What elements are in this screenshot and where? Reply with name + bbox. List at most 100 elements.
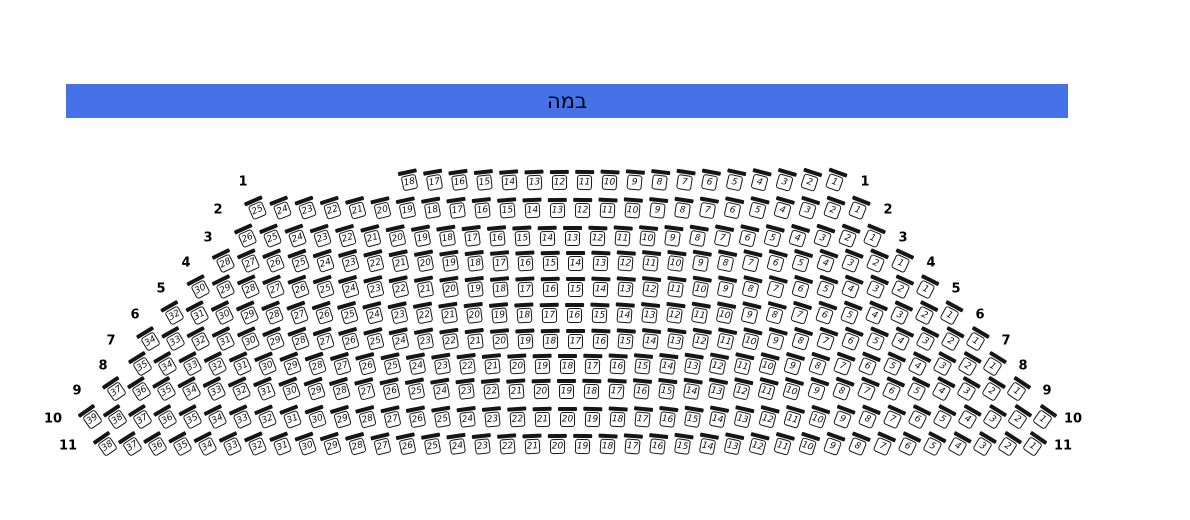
seat-row6-2[interactable]: 2 <box>914 299 939 326</box>
seat-row8-13[interactable]: 13 <box>683 352 704 376</box>
seat-row11-36[interactable]: 36 <box>142 430 168 457</box>
seat-row5-22[interactable]: 22 <box>388 274 410 299</box>
seat-row4-8[interactable]: 8 <box>716 248 738 273</box>
seat-row7-22[interactable]: 22 <box>439 327 460 351</box>
seat-row7-17[interactable]: 17 <box>566 328 586 350</box>
seat-row8-35[interactable]: 35 <box>127 350 153 377</box>
seat-row11-20[interactable]: 20 <box>547 433 567 455</box>
seat-row10-28[interactable]: 28 <box>354 404 377 429</box>
seat-row9-17[interactable]: 17 <box>607 377 627 400</box>
seat-row10-6[interactable]: 6 <box>907 403 932 430</box>
seat-row10-2[interactable]: 2 <box>1007 403 1033 430</box>
seat-row11-16[interactable]: 16 <box>649 432 669 455</box>
seat-row11-2[interactable]: 2 <box>997 430 1023 457</box>
seat-row4-23[interactable]: 23 <box>337 248 360 273</box>
seat-row11-23[interactable]: 23 <box>471 432 491 455</box>
seat-row11-29[interactable]: 29 <box>319 431 342 456</box>
seat-row7-14[interactable]: 14 <box>642 327 662 350</box>
seat-row7-18[interactable]: 18 <box>540 328 560 350</box>
seat-row3-12[interactable]: 12 <box>588 225 608 247</box>
seat-row11-22[interactable]: 22 <box>496 432 517 455</box>
seat-row9-27[interactable]: 27 <box>353 376 376 401</box>
seat-row11-9[interactable]: 9 <box>822 431 846 457</box>
seat-row1-9[interactable]: 9 <box>625 168 646 191</box>
seat-row2-15[interactable]: 15 <box>496 196 517 219</box>
seat-row9-12[interactable]: 12 <box>732 376 754 401</box>
seat-row11-15[interactable]: 15 <box>673 432 694 456</box>
seat-row7-31[interactable]: 31 <box>211 325 236 352</box>
seat-row3-25[interactable]: 25 <box>258 222 283 249</box>
seat-row4-4[interactable]: 4 <box>815 248 839 274</box>
seat-row3-8[interactable]: 8 <box>688 224 710 248</box>
seat-row9-20[interactable]: 20 <box>531 378 551 400</box>
seat-row2-5[interactable]: 5 <box>748 195 770 220</box>
seat-row9-1[interactable]: 1 <box>1006 375 1032 402</box>
seat-row7-12[interactable]: 12 <box>691 327 713 351</box>
seat-row10-17[interactable]: 17 <box>633 405 654 428</box>
seat-row4-18[interactable]: 18 <box>464 249 484 272</box>
seat-row2-16[interactable]: 16 <box>471 196 491 219</box>
seat-row2-11[interactable]: 11 <box>598 197 618 219</box>
seat-row8-4[interactable]: 4 <box>907 350 932 377</box>
seat-row10-23[interactable]: 23 <box>481 405 502 428</box>
seat-row1-3[interactable]: 3 <box>775 167 798 192</box>
seat-row5-18[interactable]: 18 <box>489 275 510 298</box>
seat-row4-26[interactable]: 26 <box>261 247 286 274</box>
seat-row10-11[interactable]: 11 <box>783 404 806 429</box>
seat-row6-27[interactable]: 27 <box>286 300 310 326</box>
seat-row11-28[interactable]: 28 <box>344 431 367 456</box>
seat-row4-19[interactable]: 19 <box>439 249 460 273</box>
seat-row8-25[interactable]: 25 <box>380 351 402 376</box>
seat-row11-7[interactable]: 7 <box>872 430 897 457</box>
seat-row8-15[interactable]: 15 <box>633 352 654 375</box>
seat-row6-23[interactable]: 23 <box>387 300 409 325</box>
seat-row3-21[interactable]: 21 <box>359 223 382 248</box>
seat-row5-8[interactable]: 8 <box>741 274 763 299</box>
seat-row9-23[interactable]: 23 <box>455 377 475 400</box>
seat-row9-16[interactable]: 16 <box>632 377 653 400</box>
seat-row8-10[interactable]: 10 <box>758 351 781 376</box>
seat-row11-10[interactable]: 10 <box>798 431 821 456</box>
seat-row6-24[interactable]: 24 <box>362 300 384 325</box>
seat-row8-21[interactable]: 21 <box>481 352 502 375</box>
seat-row1-7[interactable]: 7 <box>675 168 696 192</box>
seat-row3-4[interactable]: 4 <box>788 223 811 248</box>
seat-row7-25[interactable]: 25 <box>363 326 385 351</box>
seat-row8-6[interactable]: 6 <box>857 350 882 377</box>
seat-row2-21[interactable]: 21 <box>344 195 367 220</box>
seat-row10-14[interactable]: 14 <box>708 404 730 429</box>
seat-row9-18[interactable]: 18 <box>582 378 602 400</box>
seat-row11-33[interactable]: 33 <box>218 430 243 457</box>
seat-row5-30[interactable]: 30 <box>186 273 211 300</box>
seat-row1-10[interactable]: 10 <box>600 169 620 191</box>
seat-row10-24[interactable]: 24 <box>456 405 476 428</box>
seat-row5-28[interactable]: 28 <box>236 273 261 300</box>
seat-row5-14[interactable]: 14 <box>591 276 611 298</box>
seat-row1-16[interactable]: 16 <box>448 168 469 192</box>
seat-row11-17[interactable]: 17 <box>623 432 644 455</box>
seat-row3-16[interactable]: 16 <box>486 224 507 247</box>
seat-row6-22[interactable]: 22 <box>412 300 434 325</box>
seat-row7-23[interactable]: 23 <box>413 326 435 351</box>
seat-row8-33[interactable]: 33 <box>177 350 203 377</box>
seat-row10-7[interactable]: 7 <box>882 403 907 430</box>
seat-row4-15[interactable]: 15 <box>540 250 560 272</box>
seat-row4-9[interactable]: 9 <box>691 249 713 273</box>
seat-row4-13[interactable]: 13 <box>591 250 611 272</box>
seat-row11-32[interactable]: 32 <box>243 430 268 457</box>
seat-row10-22[interactable]: 22 <box>507 405 527 428</box>
seat-row2-4[interactable]: 4 <box>773 195 796 220</box>
seat-row2-8[interactable]: 8 <box>673 196 694 220</box>
seat-row3-9[interactable]: 9 <box>664 224 684 247</box>
seat-row5-2[interactable]: 2 <box>890 273 915 300</box>
seat-row7-6[interactable]: 6 <box>840 325 865 352</box>
seat-row9-7[interactable]: 7 <box>856 375 881 402</box>
seat-row3-24[interactable]: 24 <box>284 223 308 249</box>
seat-row10-35[interactable]: 35 <box>177 403 203 430</box>
seat-row10-9[interactable]: 9 <box>832 403 856 430</box>
seat-row6-6[interactable]: 6 <box>814 300 838 326</box>
seat-row10-25[interactable]: 25 <box>430 405 452 429</box>
seat-row8-28[interactable]: 28 <box>304 351 328 377</box>
seat-row4-20[interactable]: 20 <box>413 248 435 273</box>
seat-row9-13[interactable]: 13 <box>707 376 729 401</box>
